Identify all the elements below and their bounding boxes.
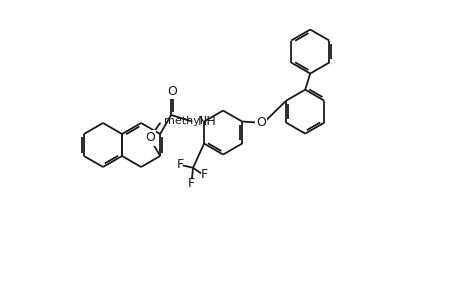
Text: NH: NH [198,115,216,128]
Text: F: F [187,177,194,190]
Text: F: F [176,158,183,171]
Text: O: O [255,116,265,129]
Text: O: O [145,131,154,144]
Text: O: O [167,85,177,98]
Text: F: F [200,168,207,181]
Text: methyl: methyl [164,116,203,126]
